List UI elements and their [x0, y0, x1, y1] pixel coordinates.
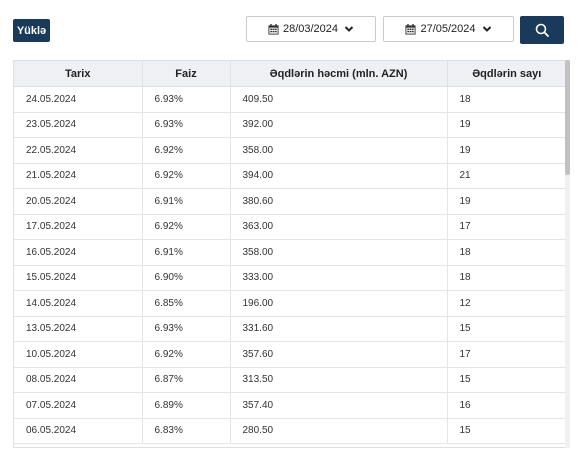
cell-volume: 380.60 [230, 188, 448, 215]
start-date-picker[interactable]: 28/03/2024 [246, 16, 376, 42]
cell-date: 06.05.2024 [14, 418, 143, 444]
cell-volume: 196.00 [230, 290, 448, 317]
table-row: 24.05.2024 6.93% 409.50 18 [14, 86, 566, 113]
cell-rate: 6.91% [142, 239, 231, 266]
search-button[interactable] [520, 16, 564, 44]
table-row: 07.05.2024 6.89% 357.40 16 [14, 392, 566, 419]
header-rate[interactable]: Faiz [142, 61, 231, 87]
cell-date: 20.05.2024 [14, 188, 143, 215]
cell-date: 14.05.2024 [14, 290, 143, 317]
search-icon [535, 23, 549, 37]
cell-count: 17 [447, 341, 566, 368]
start-date-value: 28/03/2024 [282, 23, 339, 35]
cell-volume: 363.00 [230, 214, 448, 240]
cell-count: 21 [447, 163, 566, 189]
cell-date: 16.05.2024 [14, 239, 143, 266]
cell-rate: 6.85% [142, 290, 231, 317]
end-date-picker[interactable]: 27/05/2024 [383, 16, 514, 42]
cell-count: 15 [447, 418, 566, 444]
cell-count: 19 [447, 188, 566, 215]
cell-count: 19 [447, 112, 566, 138]
table-row: 14.05.2024 6.85% 196.00 12 [14, 290, 566, 317]
table-row: 20.05.2024 6.91% 380.60 19 [14, 188, 566, 215]
header-volume[interactable]: Əqdlərin həcmi (mln. AZN) [230, 61, 448, 87]
cell-rate: 6.91% [142, 188, 231, 215]
cell-rate: 6.92% [142, 163, 231, 189]
cell-count: 19 [447, 137, 566, 164]
cell-date: 23.05.2024 [14, 112, 143, 138]
table-header-row: Tarix Faiz Əqdlərin həcmi (mln. AZN) Əqd… [14, 61, 566, 87]
cell-volume: 358.00 [230, 239, 448, 266]
table-row: 21.05.2024 6.92% 394.00 21 [14, 163, 566, 189]
cell-date: 24.05.2024 [14, 86, 143, 113]
table-row: 23.05.2024 6.93% 392.00 19 [14, 112, 566, 138]
cell-count: 12 [447, 290, 566, 317]
cell-rate: 6.89% [142, 392, 231, 419]
cell-rate: 6.87% [142, 367, 231, 393]
cell-volume: 331.60 [230, 316, 448, 342]
cell-date: 07.05.2024 [14, 392, 143, 419]
cell-rate: 6.90% [142, 265, 231, 291]
table-row: 06.05.2024 6.83% 280.50 15 [14, 418, 566, 444]
table-row: 15.05.2024 6.90% 333.00 18 [14, 265, 566, 291]
cell-date: 17.05.2024 [14, 214, 143, 240]
chevron-down-icon [344, 26, 354, 32]
cell-count: 15 [447, 316, 566, 342]
table-row: 10.05.2024 6.92% 357.60 17 [14, 341, 566, 368]
cell-date: 10.05.2024 [14, 341, 143, 368]
table-row: 22.05.2024 6.92% 358.00 19 [14, 137, 566, 164]
cell-date: 21.05.2024 [14, 163, 143, 189]
cell-rate: 6.83% [142, 418, 231, 444]
cell-volume: 313.50 [230, 367, 448, 393]
header-date[interactable]: Tarix [14, 61, 143, 87]
table-row: 08.05.2024 6.87% 313.50 15 [14, 367, 566, 393]
cell-count: 18 [447, 86, 566, 113]
table-row: 16.05.2024 6.91% 358.00 18 [14, 239, 566, 266]
cell-rate: 6.93% [142, 112, 231, 138]
cell-date: 08.05.2024 [14, 367, 143, 393]
cell-count: 16 [447, 392, 566, 419]
calendar-icon [405, 23, 417, 35]
table-row: 17.05.2024 6.92% 363.00 17 [14, 214, 566, 240]
cell-rate: 6.92% [142, 214, 231, 240]
cell-date: 22.05.2024 [14, 137, 143, 164]
cell-volume: 394.00 [230, 163, 448, 189]
cell-volume: 358.00 [230, 137, 448, 164]
scrollbar-thumb[interactable] [565, 60, 570, 175]
cell-rate: 6.92% [142, 341, 231, 368]
cell-volume: 357.40 [230, 392, 448, 419]
table-scrollbar[interactable] [565, 60, 570, 448]
cell-volume: 280.50 [230, 418, 448, 444]
calendar-icon [268, 23, 279, 35]
cell-rate: 6.93% [142, 86, 231, 113]
cell-date: 13.05.2024 [14, 316, 143, 342]
chevron-down-icon [482, 26, 491, 32]
rates-table: Tarix Faiz Əqdlərin həcmi (mln. AZN) Əqd… [13, 60, 569, 448]
table-row: 13.05.2024 6.93% 331.60 15 [14, 316, 566, 342]
download-button[interactable]: Yüklə [13, 19, 50, 42]
cell-count: 18 [447, 239, 566, 266]
cell-rate: 6.93% [142, 316, 231, 342]
cell-volume: 333.00 [230, 265, 448, 291]
cell-volume: 357.60 [230, 341, 448, 368]
cell-count: 17 [447, 214, 566, 240]
cell-count: 15 [447, 367, 566, 393]
end-date-value: 27/05/2024 [420, 23, 476, 35]
cell-rate: 6.92% [142, 137, 231, 164]
cell-volume: 392.00 [230, 112, 448, 138]
cell-count: 18 [447, 265, 566, 291]
cell-volume: 409.50 [230, 86, 448, 113]
cell-date: 15.05.2024 [14, 265, 143, 291]
header-count[interactable]: Əqdlərin sayı [447, 61, 566, 87]
